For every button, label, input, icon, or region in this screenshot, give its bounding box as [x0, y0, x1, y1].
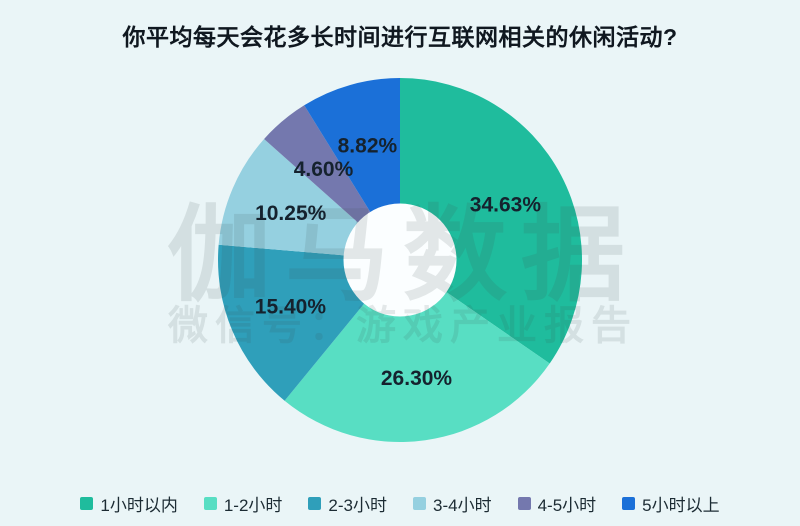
legend-swatch-icon	[517, 497, 531, 510]
legend-item-3-4小时: 3-4小时	[413, 491, 492, 516]
pie-segment-1-2小时	[284, 291, 550, 442]
legend-label: 2-3小时	[328, 496, 387, 515]
watermark-brand-text: 伽马数据	[167, 198, 639, 314]
chart-title: 你平均每天会花多长时间进行互联网相关的休闲活动?	[122, 24, 678, 50]
legend-item-1小时以内: 1小时以内	[80, 491, 178, 516]
pie-label-5小时以上: 8.82%	[338, 135, 398, 158]
legend-item-4-5小时: 4-5小时	[517, 491, 597, 516]
legend-swatch-icon	[203, 497, 217, 510]
pie-label-2-3小时: 15.40%	[255, 295, 327, 318]
legend-label: 4-5小时	[537, 496, 597, 515]
pie-segment-3-4小时	[218, 138, 359, 256]
legend-swatch-icon	[622, 497, 636, 510]
legend: 1小时以内 1-2小时 2-3小时 3-4小时 4-5小时 5小时以上	[0, 491, 800, 516]
watermark-wechat-text: 微信号：游戏产业报告	[167, 304, 638, 348]
pie-label-3-4小时: 10.25%	[255, 202, 327, 225]
legend-item-5小时以上: 5小时以上	[622, 491, 720, 516]
legend-swatch-icon	[308, 497, 322, 510]
legend-label: 5小时以上	[642, 496, 720, 515]
pie-segment-1小时以内	[400, 78, 583, 364]
legend-label: 1-2小时	[223, 496, 283, 515]
legend-item-1-2小时: 1-2小时	[203, 491, 283, 516]
legend-label: 1小时以内	[100, 496, 178, 515]
pie-segments	[218, 78, 583, 442]
legend-item-2-3小时: 2-3小时	[308, 491, 387, 516]
pie-label-4-5小时: 4.60%	[294, 158, 354, 181]
pie-label-1小时以内: 34.63%	[470, 194, 542, 217]
legend-swatch-icon	[80, 497, 94, 510]
pie-segment-5小时以上	[304, 78, 400, 213]
pie-label-1-2小时: 26.30%	[381, 367, 453, 390]
pie-labels: 34.63% 26.30% 15.40% 10.25% 4.60%8.82%	[255, 135, 542, 390]
pie-segment-4-5小时	[264, 105, 371, 223]
donut-hole	[343, 203, 457, 317]
legend-label: 3-4小时	[433, 496, 492, 515]
legend-swatch-icon	[413, 497, 426, 510]
pie-segment-2-3小时	[218, 244, 365, 401]
